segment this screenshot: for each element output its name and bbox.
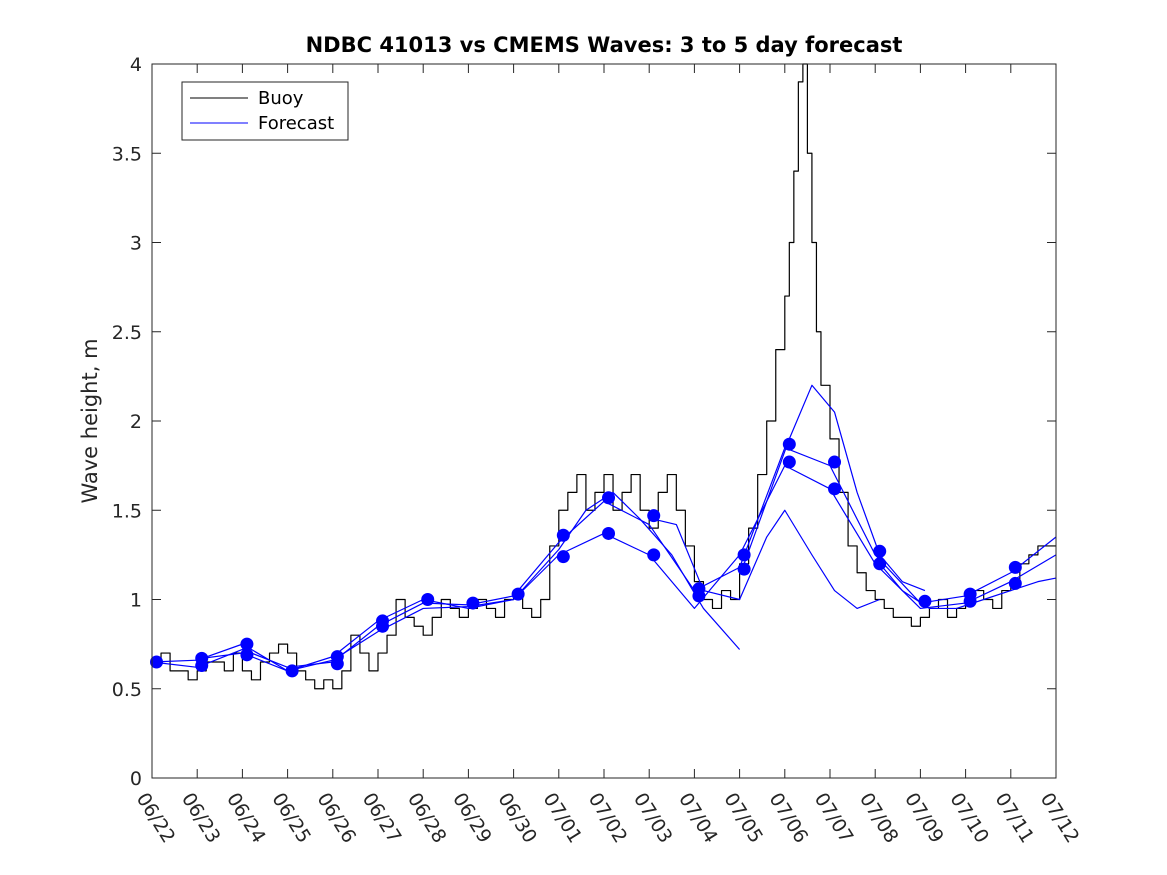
y-tick-label: 3 (130, 233, 142, 255)
y-tick-label: 0 (130, 768, 142, 790)
x-tick-label: 06/23 (177, 789, 225, 847)
y-tick-label: 2.5 (112, 322, 142, 344)
forecast-marker (330, 650, 344, 664)
y-tick-label: 1.5 (112, 500, 142, 522)
forecast-series-4 (653, 509, 880, 610)
forecast-marker (1008, 576, 1022, 590)
forecast-marker (873, 544, 887, 558)
chart-title: NDBC 41013 vs CMEMS Waves: 3 to 5 day fo… (306, 33, 903, 57)
x-tick-label: 06/29 (448, 789, 496, 847)
forecast-marker (195, 651, 209, 665)
x-tick-label: 06/25 (267, 789, 315, 847)
forecast-marker (466, 596, 480, 610)
forecast-marker (647, 548, 661, 562)
x-tick-label: 07/04 (674, 789, 722, 847)
x-tick-label: 07/11 (991, 789, 1039, 847)
forecast-marker (285, 664, 299, 678)
forecast-marker (511, 587, 525, 601)
x-tick-label: 07/06 (765, 789, 813, 847)
marker-layer (150, 437, 1022, 678)
x-tick-label: 07/03 (629, 789, 677, 847)
legend-box (181, 81, 349, 141)
y-tick-label: 1 (130, 590, 142, 612)
x-tick-label: 07/10 (945, 789, 993, 847)
legend-label-forecast: Forecast (258, 113, 334, 134)
forecast-marker (376, 614, 390, 628)
forecast-marker (737, 548, 751, 562)
x-tick-label: 07/09 (900, 789, 948, 847)
forecast-marker (556, 550, 570, 564)
forecast-marker (602, 491, 616, 505)
y-axis-label: Wave height, m (78, 338, 102, 503)
forecast-marker (918, 594, 932, 608)
forecast-marker (782, 455, 796, 469)
forecast-marker (737, 562, 751, 576)
forecast-marker (963, 587, 977, 601)
x-tick-label: 07/08 (855, 789, 903, 847)
x-tick-label: 06/30 (493, 789, 541, 847)
x-tick-label: 06/28 (403, 789, 451, 847)
forecast-marker (828, 455, 842, 469)
forecast-marker (150, 655, 164, 669)
x-tick-label: 06/22 (132, 789, 180, 847)
forecast-series-5 (743, 384, 926, 592)
legend-label-buoy: Buoy (258, 88, 304, 109)
forecast-marker (782, 437, 796, 451)
y-tick-label: 4 (130, 54, 142, 76)
x-tick-label: 06/27 (358, 789, 406, 847)
plot-area (152, 64, 1056, 778)
x-tick-label: 06/24 (222, 789, 270, 847)
y-tick-label: 0.5 (112, 679, 142, 701)
x-tick-label: 07/02 (584, 789, 632, 847)
forecast-marker (240, 637, 254, 651)
y-tick-label: 2 (130, 411, 142, 433)
forecast-marker (873, 557, 887, 571)
x-tick-label: 07/05 (719, 789, 767, 847)
forecast-marker (602, 526, 616, 540)
x-tick-label: 07/07 (810, 789, 858, 847)
x-tick-label: 07/01 (539, 789, 587, 847)
legend: Buoy Forecast (181, 81, 349, 141)
forecast-marker (240, 648, 254, 662)
y-tick-label: 3.5 (112, 143, 142, 165)
x-tick-label: 07/12 (1036, 789, 1084, 847)
forecast-marker (1008, 560, 1022, 574)
forecast-marker (647, 509, 661, 523)
forecast-series-3 (201, 491, 741, 672)
forecast-marker (421, 593, 435, 606)
forecast-marker (692, 582, 706, 596)
forecast-marker (556, 528, 570, 542)
x-tick-label: 06/26 (313, 789, 361, 847)
forecast-marker (828, 482, 842, 496)
